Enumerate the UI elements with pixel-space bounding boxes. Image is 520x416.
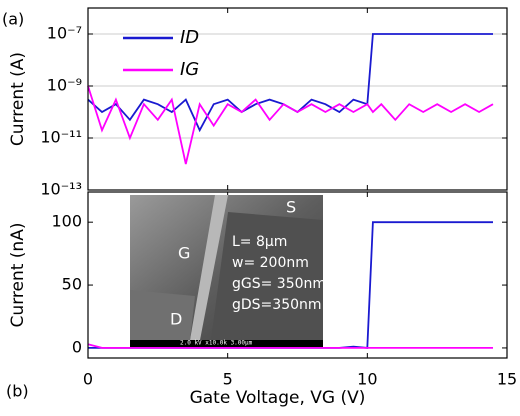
inset-label: G (178, 244, 190, 263)
x-axis-label: Gate Voltage, VG (V) (190, 388, 366, 408)
data-line (87, 33, 493, 133)
y-tick-label: 100 (51, 212, 82, 231)
inset-label: D (170, 310, 182, 329)
drain-region (130, 290, 195, 340)
y-tick-label: 10⁻¹³ (40, 180, 82, 199)
panel-label: (b) (6, 382, 29, 401)
data-line (87, 85, 494, 165)
panel-label: (a) (2, 10, 24, 29)
inset-image: S G D L= 8μm w= 200nm gGS= 350nm gDS=350… (130, 195, 326, 347)
x-tick-label: 5 (223, 370, 233, 389)
y-axis-label: Current (nA) (8, 223, 28, 328)
y-tick-label: 50 (62, 275, 82, 294)
legend-label: IG (180, 59, 199, 80)
legend-label: ID (180, 27, 199, 48)
inset-note: L= 8μm (232, 234, 287, 250)
inset-caption: 2.0 kV x10.0k 3.00μm (180, 340, 253, 347)
x-tick-label: 10 (357, 370, 377, 389)
data-line (87, 343, 493, 349)
plot-frame (87, 191, 508, 359)
y-tick-label: 10⁻⁷ (47, 24, 82, 43)
y-tick-label: 0 (72, 337, 82, 356)
source-region (210, 212, 323, 347)
inset-note: gGS= 350nm (232, 276, 326, 292)
x-tick-label: 0 (83, 370, 93, 389)
plot-frame (87, 7, 508, 191)
x-tick-label: 15 (497, 370, 517, 389)
inset-label: S (286, 198, 296, 217)
inset-note: gDS=350nm (232, 297, 322, 313)
y-tick-label: 10⁻¹¹ (40, 128, 82, 147)
gate-edge (190, 195, 228, 340)
y-tick-label: 10⁻⁹ (47, 76, 82, 95)
sem-bar (130, 340, 323, 347)
y-axis-label: Current (A) (8, 52, 28, 146)
inset-note: w= 200nm (232, 255, 309, 271)
